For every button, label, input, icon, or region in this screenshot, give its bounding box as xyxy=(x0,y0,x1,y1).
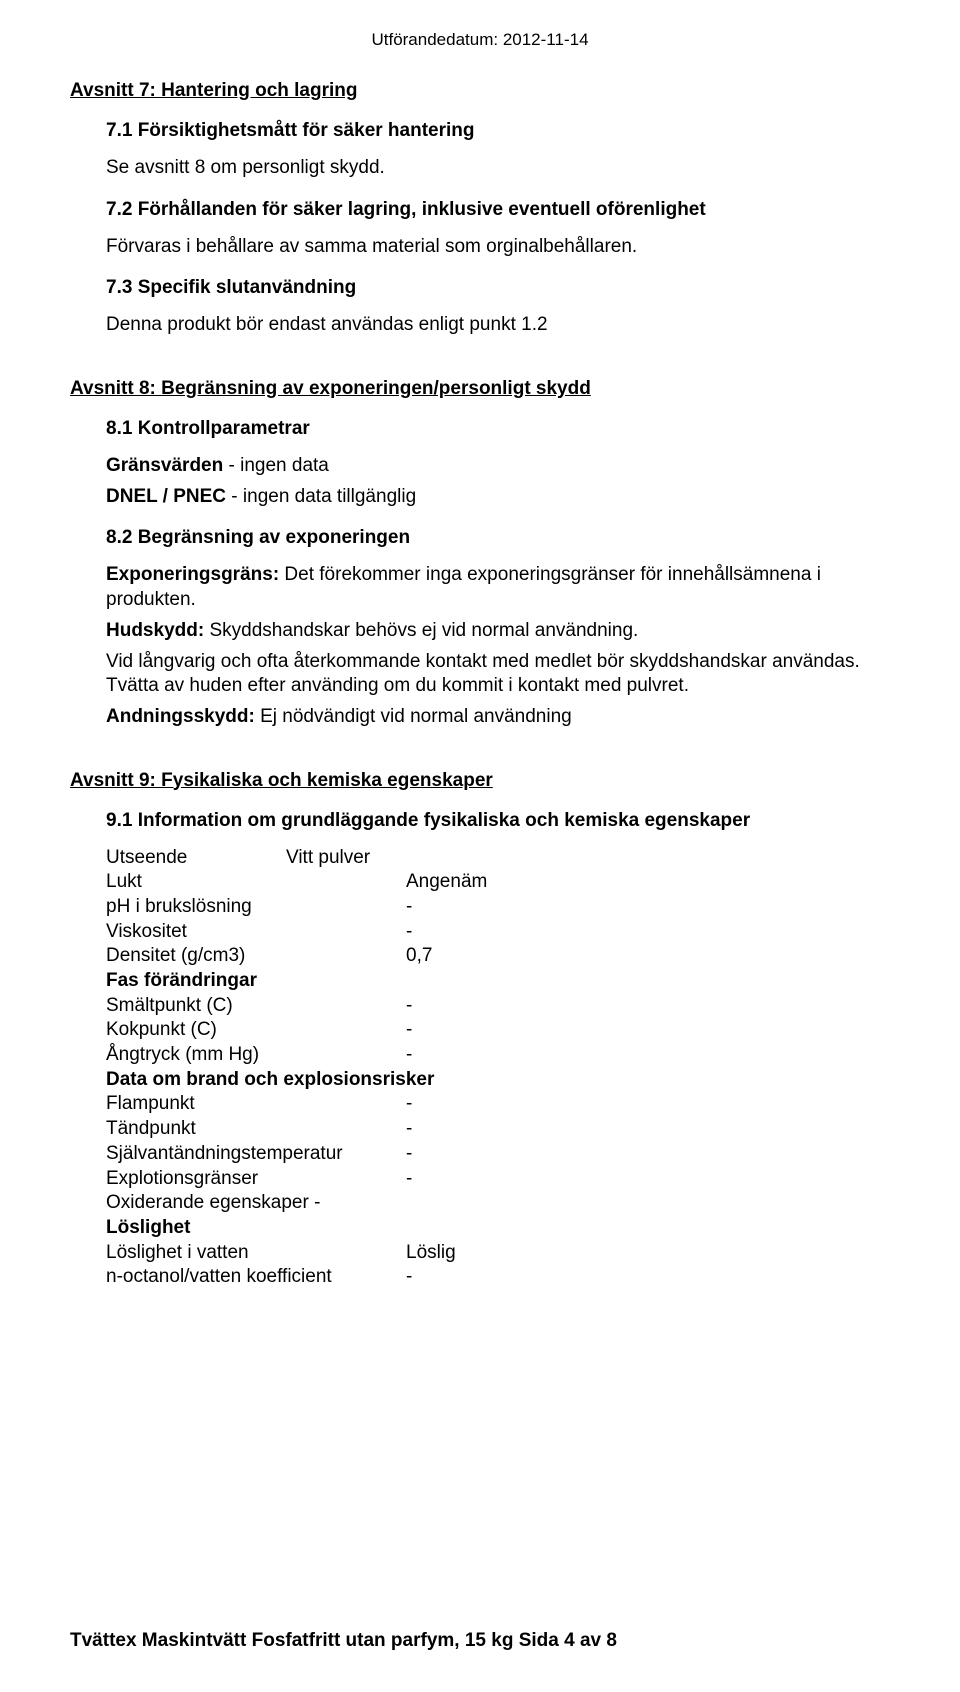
flampunkt-value: - xyxy=(406,1092,890,1117)
page-footer: Tvättex Maskintvätt Fosfatfritt utan par… xyxy=(70,1630,617,1652)
table-row: Utseende Vitt pulver xyxy=(106,846,890,871)
brand-label: Data om brand och explosionsrisker xyxy=(106,1068,434,1093)
andningsskydd-label: Andningsskydd: xyxy=(106,706,255,727)
table-row: Flampunkt - xyxy=(106,1092,890,1117)
table-row: Tändpunkt - xyxy=(106,1117,890,1142)
section-7-title: Avsnitt 7: Hantering och lagring xyxy=(70,80,890,102)
viskositet-value: - xyxy=(406,920,890,945)
table-row: Ångtryck (mm Hg) - xyxy=(106,1043,890,1068)
viskositet-label: Viskositet xyxy=(106,920,406,945)
section-7-2-text: Förvaras i behållare av samma material s… xyxy=(106,235,890,260)
document-page: Utförandedatum: 2012-11-14 Avsnitt 7: Ha… xyxy=(0,0,960,1692)
section-8-2-hud2: Vid långvarig och ofta återkommande kont… xyxy=(106,650,890,699)
sjalvantandning-label: Självantändningstemperatur xyxy=(106,1142,406,1167)
table-row: pH i brukslösning - xyxy=(106,895,890,920)
section-8-2-hud: Hudskydd: Skyddshandskar behövs ej vid n… xyxy=(106,619,890,644)
section-8-2-exp: Exponeringsgräns: Det förekommer inga ex… xyxy=(106,563,890,612)
flampunkt-label: Flampunkt xyxy=(106,1092,406,1117)
section-9-title: Avsnitt 9: Fysikaliska och kemiska egens… xyxy=(70,770,890,792)
angtryck-value: - xyxy=(406,1043,890,1068)
loslighet-vatten-label: Löslighet i vatten xyxy=(106,1241,406,1266)
andningsskydd-text: Ej nödvändigt vid normal användning xyxy=(255,706,572,727)
utseende-label: Utseende xyxy=(106,846,286,871)
section-8-title: Avsnitt 8: Begränsning av exponeringen/p… xyxy=(70,378,890,400)
sjalvantandning-value: - xyxy=(406,1142,890,1167)
section-7-1-text: Se avsnitt 8 om personligt skydd. xyxy=(106,156,890,181)
table-row: Löslighet i vatten Löslig xyxy=(106,1241,890,1266)
gransvarden-label: Gränsvärden xyxy=(106,455,223,476)
loslighet-label: Löslighet xyxy=(106,1216,406,1241)
hudskydd-label: Hudskydd: xyxy=(106,620,204,641)
properties-table: Utseende Vitt pulver Lukt Angenäm pH i b… xyxy=(106,846,890,1290)
table-row: Explotionsgränser - xyxy=(106,1167,890,1192)
table-row: n-octanol/vatten koefficient - xyxy=(106,1265,890,1290)
tandpunkt-value: - xyxy=(406,1117,890,1142)
utseende-value: Vitt pulver xyxy=(286,846,890,871)
section-8-1-title: 8.1 Kontrollparametrar xyxy=(106,418,890,440)
smaltpunkt-value: - xyxy=(406,994,890,1019)
exponeringsgrans-label: Exponeringsgräns: xyxy=(106,564,279,585)
table-row: Fas förändringar xyxy=(106,969,890,994)
lukt-label: Lukt xyxy=(106,870,406,895)
explotionsgranser-label: Explotionsgränser xyxy=(106,1167,406,1192)
densitet-value: 0,7 xyxy=(406,944,890,969)
section-7-2-title: 7.2 Förhållanden för säker lagring, inkl… xyxy=(106,199,890,221)
section-8-2-title: 8.2 Begränsning av exponeringen xyxy=(106,527,890,549)
oxiderande-label: Oxiderande egenskaper - xyxy=(106,1191,406,1216)
section-7-1-title: 7.1 Försiktighetsmått för säker hanterin… xyxy=(106,120,890,142)
table-row: Självantändningstemperatur - xyxy=(106,1142,890,1167)
section-8-1-line2: DNEL / PNEC - ingen data tillgänglig xyxy=(106,485,890,510)
lukt-value: Angenäm xyxy=(406,870,890,895)
kokpunkt-value: - xyxy=(406,1018,890,1043)
hudskydd-text: Skyddshandskar behövs ej vid normal anvä… xyxy=(204,620,638,641)
section-9-1-title: 9.1 Information om grundläggande fysikal… xyxy=(106,810,890,832)
table-row: Viskositet - xyxy=(106,920,890,945)
section-8-1-line1: Gränsvärden - ingen data xyxy=(106,454,890,479)
gransvarden-value: - ingen data xyxy=(223,455,329,476)
ph-value: - xyxy=(406,895,890,920)
dnel-value: - ingen data tillgänglig xyxy=(226,486,416,507)
densitet-label: Densitet (g/cm3) xyxy=(106,944,406,969)
dnel-label: DNEL / PNEC xyxy=(106,486,226,507)
table-row: Löslighet xyxy=(106,1216,890,1241)
explotionsgranser-value: - xyxy=(406,1167,890,1192)
smaltpunkt-label: Smältpunkt (C) xyxy=(106,994,406,1019)
loslighet-vatten-value: Löslig xyxy=(406,1241,890,1266)
header-date: Utförandedatum: 2012-11-14 xyxy=(70,30,890,50)
section-7-3-text: Denna produkt bör endast användas enligt… xyxy=(106,313,890,338)
table-row: Smältpunkt (C) - xyxy=(106,994,890,1019)
noctanol-value: - xyxy=(406,1265,890,1290)
noctanol-label: n-octanol/vatten koefficient xyxy=(106,1265,406,1290)
fas-label: Fas förändringar xyxy=(106,969,406,994)
table-row: Lukt Angenäm xyxy=(106,870,890,895)
table-row: Oxiderande egenskaper - xyxy=(106,1191,890,1216)
ph-label: pH i brukslösning xyxy=(106,895,406,920)
table-row: Kokpunkt (C) - xyxy=(106,1018,890,1043)
section-8-2-and: Andningsskydd: Ej nödvändigt vid normal … xyxy=(106,705,890,730)
kokpunkt-label: Kokpunkt (C) xyxy=(106,1018,406,1043)
table-row: Data om brand och explosionsrisker xyxy=(106,1068,890,1093)
tandpunkt-label: Tändpunkt xyxy=(106,1117,406,1142)
table-row: Densitet (g/cm3) 0,7 xyxy=(106,944,890,969)
angtryck-label: Ångtryck (mm Hg) xyxy=(106,1043,406,1068)
section-7-3-title: 7.3 Specifik slutanvändning xyxy=(106,277,890,299)
